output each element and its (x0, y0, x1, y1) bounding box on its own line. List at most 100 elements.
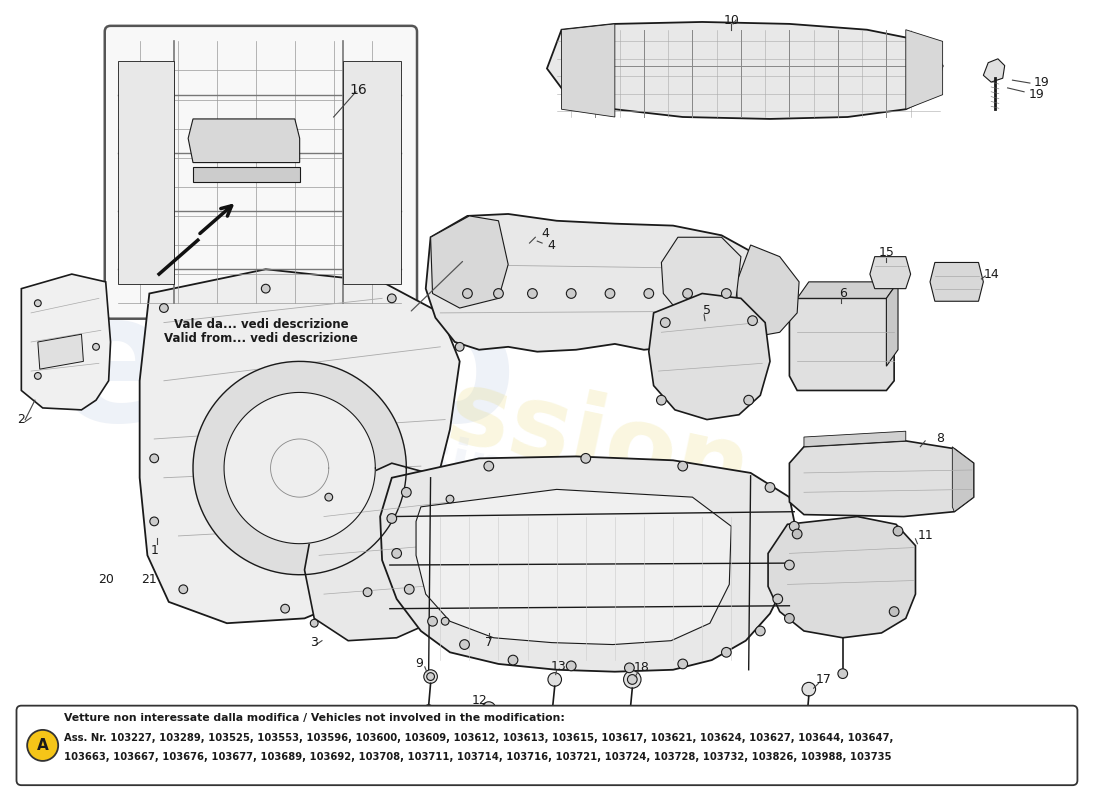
Circle shape (790, 522, 799, 531)
Circle shape (324, 494, 332, 501)
Polygon shape (930, 262, 983, 302)
Circle shape (460, 640, 470, 650)
Circle shape (624, 670, 641, 688)
Polygon shape (381, 457, 798, 672)
Polygon shape (37, 334, 84, 369)
Text: A: A (36, 738, 48, 753)
Circle shape (280, 604, 289, 613)
FancyBboxPatch shape (16, 706, 1077, 785)
Circle shape (34, 373, 41, 379)
Polygon shape (736, 245, 799, 337)
Circle shape (363, 588, 372, 597)
Polygon shape (305, 463, 464, 641)
Text: 15: 15 (879, 246, 894, 259)
Text: Vale da... vedi descrizione: Vale da... vedi descrizione (174, 318, 349, 331)
Circle shape (392, 549, 402, 558)
Text: 3: 3 (310, 636, 318, 649)
Polygon shape (430, 216, 508, 308)
Circle shape (482, 702, 496, 715)
Circle shape (310, 619, 318, 627)
Circle shape (28, 730, 58, 761)
Text: Valid from... vedi descrizione: Valid from... vedi descrizione (164, 332, 358, 345)
Polygon shape (661, 238, 741, 313)
Text: 20: 20 (98, 573, 113, 586)
Polygon shape (790, 441, 974, 517)
Polygon shape (343, 61, 402, 284)
Polygon shape (119, 61, 174, 284)
Text: 1: 1 (151, 544, 158, 557)
Text: 18: 18 (634, 662, 650, 674)
Circle shape (424, 670, 438, 683)
Circle shape (784, 560, 794, 570)
Polygon shape (790, 298, 894, 390)
Circle shape (160, 304, 168, 313)
Circle shape (744, 395, 754, 405)
Polygon shape (561, 24, 615, 117)
Text: 4: 4 (548, 238, 556, 251)
Polygon shape (870, 257, 911, 289)
Circle shape (441, 618, 449, 625)
Polygon shape (224, 393, 375, 544)
Circle shape (405, 585, 414, 594)
Circle shape (566, 289, 576, 298)
Circle shape (766, 482, 774, 492)
Circle shape (678, 659, 688, 669)
Text: Ass. Nr. 103227, 103289, 103525, 103553, 103596, 103600, 103609, 103612, 103613,: Ass. Nr. 103227, 103289, 103525, 103553,… (64, 733, 893, 742)
Circle shape (566, 661, 576, 670)
Circle shape (387, 294, 396, 302)
Circle shape (528, 289, 537, 298)
Circle shape (494, 289, 504, 298)
Circle shape (625, 663, 635, 673)
Text: 7: 7 (485, 636, 493, 649)
Text: Vetture non interessate dalla modifica / Vehicles not involved in the modificati: Vetture non interessate dalla modifica /… (64, 714, 565, 723)
Polygon shape (547, 22, 943, 119)
Polygon shape (416, 490, 732, 645)
Polygon shape (426, 214, 780, 352)
Polygon shape (192, 362, 406, 574)
Text: 2: 2 (18, 413, 25, 426)
Circle shape (660, 318, 670, 327)
Text: 19: 19 (1034, 75, 1049, 89)
Circle shape (447, 495, 454, 503)
Text: passion: passion (297, 333, 758, 526)
Text: 103663, 103667, 103676, 103677, 103689, 103692, 103708, 103711, 103714, 103716, : 103663, 103667, 103676, 103677, 103689, … (64, 752, 891, 762)
Circle shape (387, 514, 397, 523)
Circle shape (150, 454, 158, 462)
Text: 17: 17 (815, 673, 832, 686)
Circle shape (179, 585, 188, 594)
Polygon shape (21, 274, 111, 410)
Circle shape (773, 594, 782, 604)
Text: 11: 11 (917, 530, 933, 542)
Circle shape (657, 395, 667, 405)
Text: 19: 19 (1028, 88, 1045, 101)
Text: 6: 6 (839, 287, 847, 300)
Polygon shape (188, 119, 299, 162)
Circle shape (427, 673, 434, 681)
Text: 8: 8 (936, 433, 944, 446)
Text: since 1985: since 1985 (415, 429, 737, 546)
Circle shape (425, 705, 432, 713)
Circle shape (627, 674, 637, 684)
Polygon shape (953, 446, 974, 512)
Text: 10: 10 (724, 14, 739, 26)
Circle shape (581, 454, 591, 463)
Polygon shape (905, 30, 943, 110)
Circle shape (784, 614, 794, 623)
Circle shape (722, 289, 732, 298)
Text: 12: 12 (471, 694, 487, 707)
Text: 21: 21 (142, 573, 157, 586)
Circle shape (748, 316, 758, 326)
Circle shape (463, 289, 472, 298)
Circle shape (722, 647, 732, 657)
Circle shape (150, 517, 158, 526)
Circle shape (889, 606, 899, 617)
Circle shape (402, 487, 411, 497)
Circle shape (605, 289, 615, 298)
FancyBboxPatch shape (104, 26, 417, 318)
Circle shape (455, 342, 464, 351)
Circle shape (802, 682, 815, 696)
Polygon shape (887, 282, 898, 366)
Polygon shape (804, 431, 905, 446)
Circle shape (508, 655, 518, 665)
Text: 13: 13 (551, 660, 566, 674)
